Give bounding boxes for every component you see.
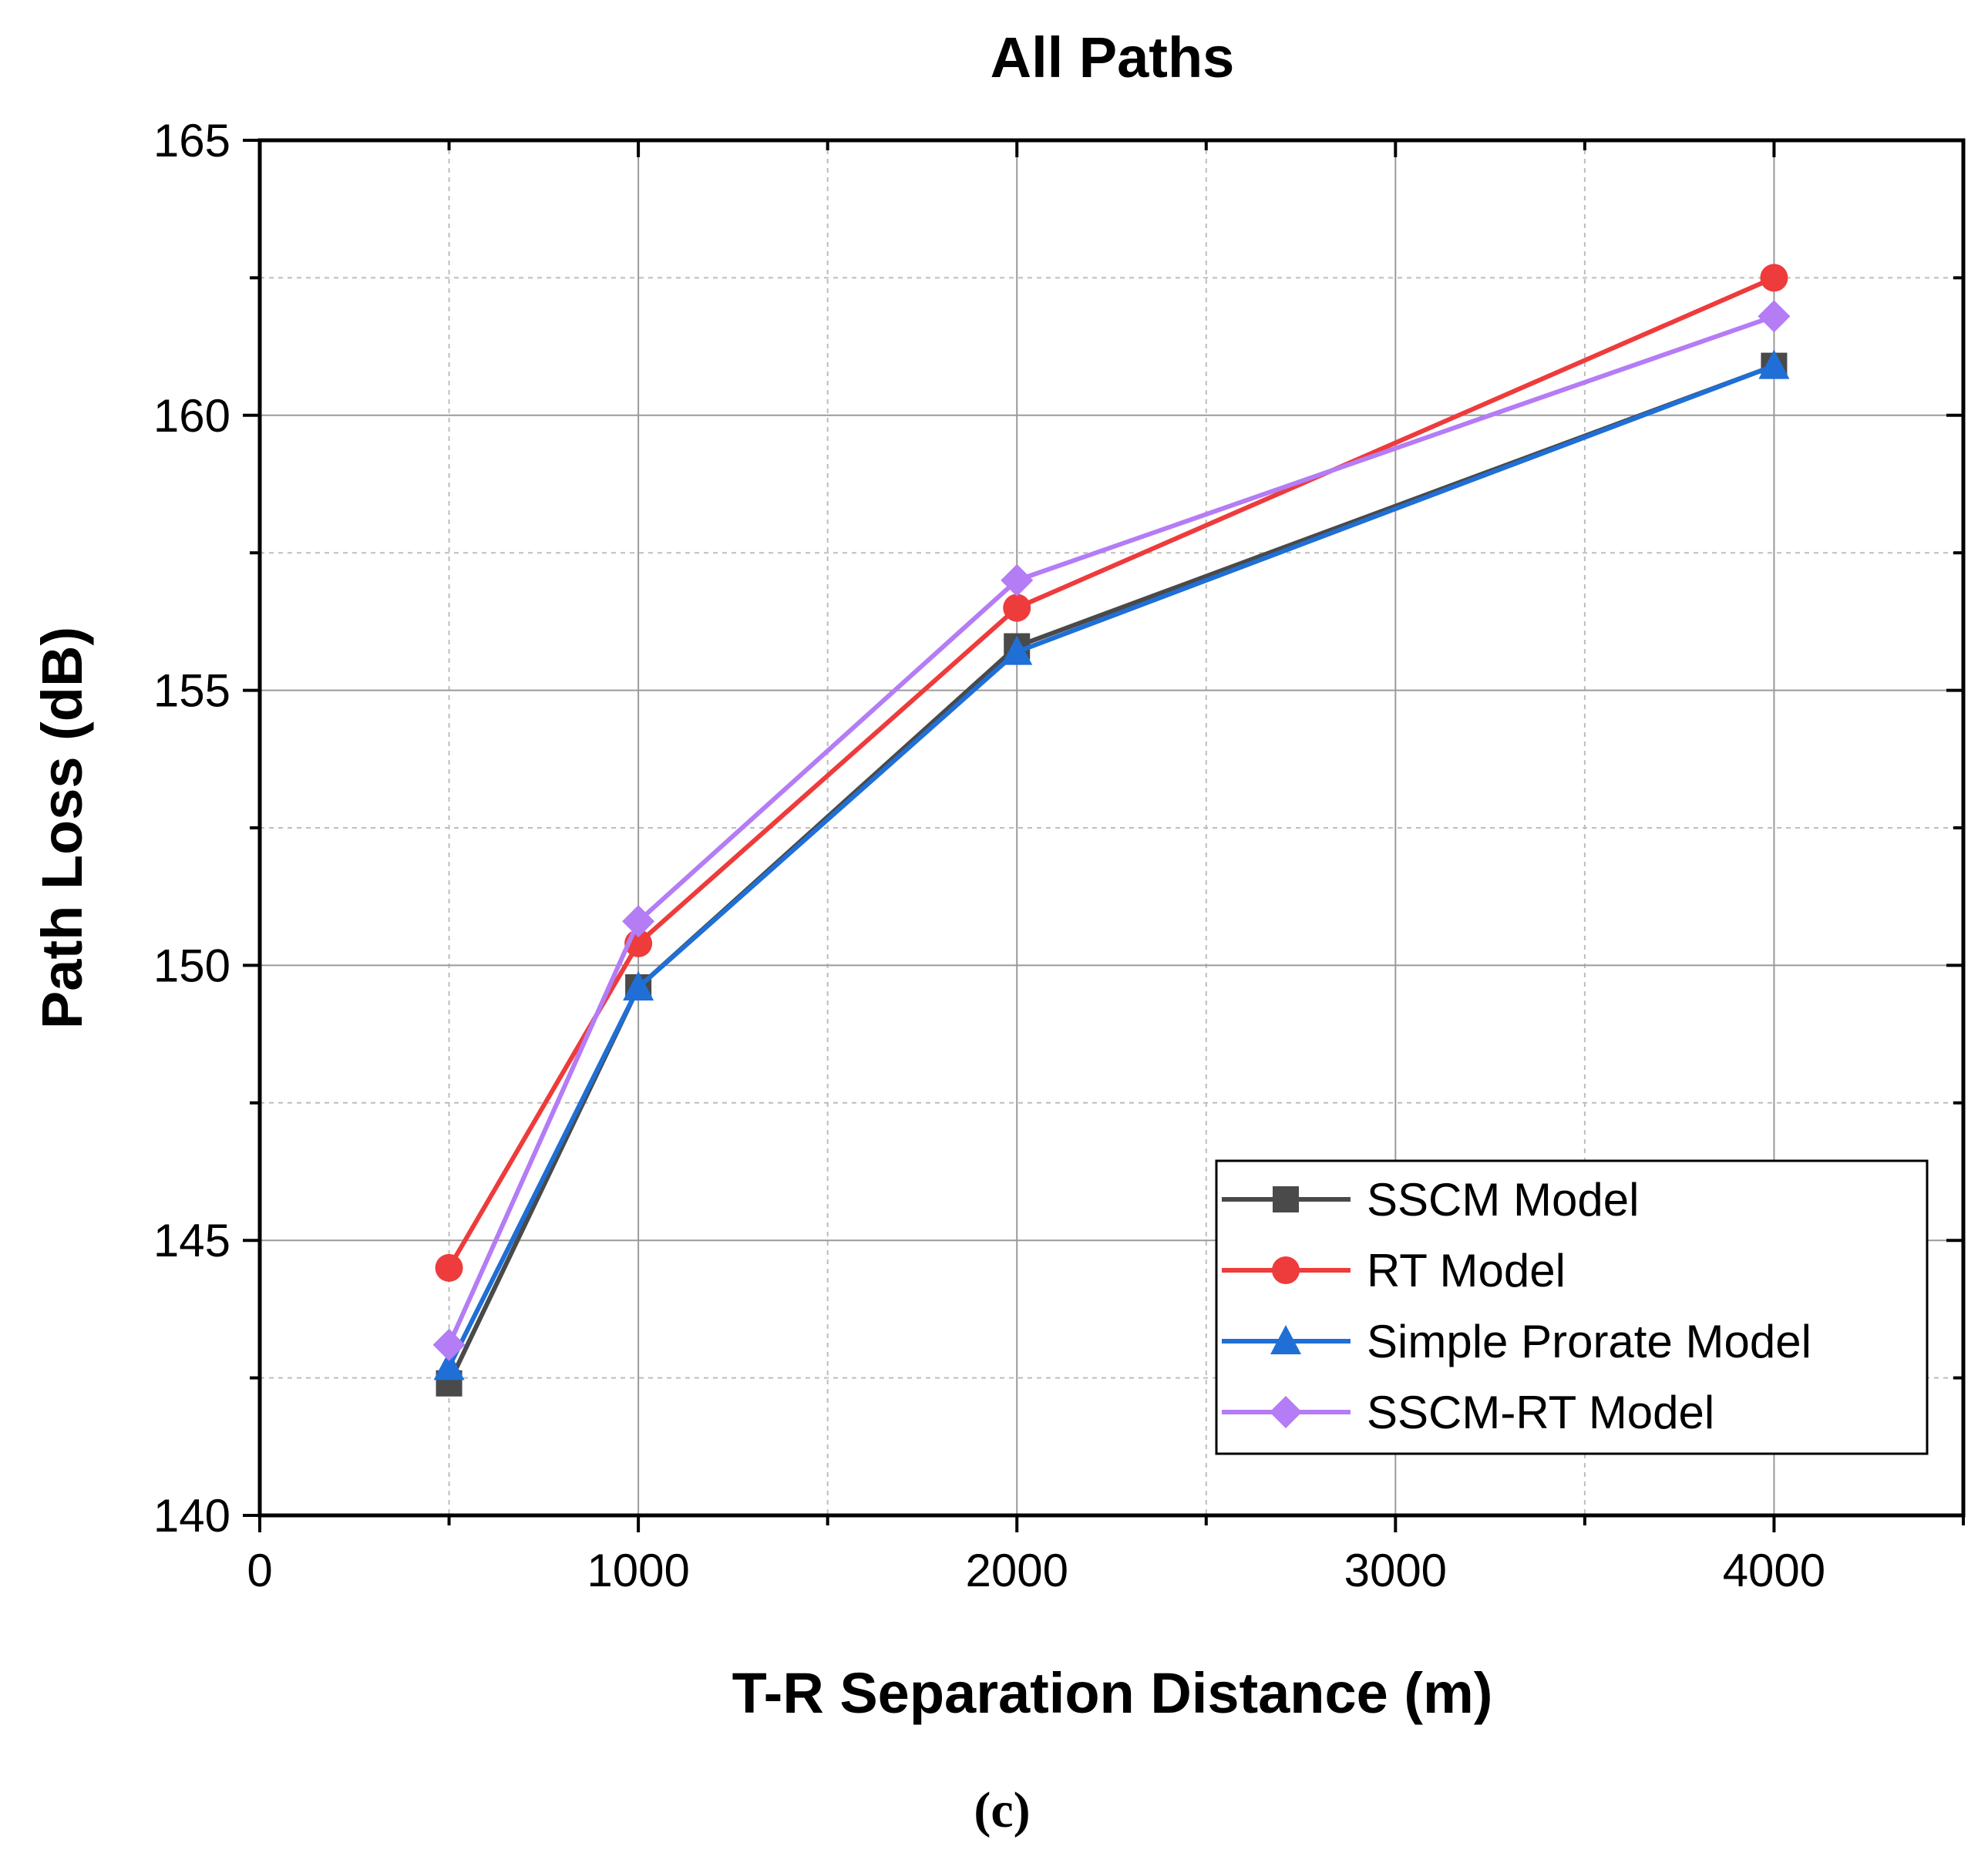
series-sscm-rt-model — [432, 300, 1791, 1361]
legend-entries: SSCM Model RT Model Simple Prorate Model SS… — [1222, 1174, 1811, 1438]
x-axis-label: T-R Separation Distance (m) — [732, 1661, 1493, 1725]
series-line — [446, 363, 1775, 1368]
data-point-diamond — [432, 1328, 466, 1361]
axis-ticks — [243, 139, 1965, 1532]
grid — [260, 140, 1963, 1515]
y-tick-label: 150 — [153, 940, 230, 991]
data-point-diamond — [1270, 1396, 1302, 1428]
y-tick-label: 145 — [153, 1215, 230, 1266]
x-tick-label: 3000 — [1344, 1545, 1447, 1596]
data-point-diamond — [1758, 300, 1791, 333]
series-simple-prorate-model — [433, 349, 1790, 1381]
legend-label: RT Model — [1367, 1245, 1566, 1296]
y-tick-labels: 140 145 150 155 160 165 — [153, 115, 230, 1542]
legend: SSCM Model RT Model Simple Prorate Model SS… — [1215, 1159, 1929, 1455]
data-point-triangle — [1001, 635, 1033, 665]
legend-label: SSCM-RT Model — [1367, 1387, 1714, 1438]
data-point-triangle — [1270, 1325, 1301, 1354]
x-tick-label: 0 — [247, 1545, 272, 1596]
legend-entry: SSCM-RT Model — [1222, 1387, 1714, 1438]
x-tick-label: 1000 — [587, 1545, 689, 1596]
y-axis-label: Path Loss (dB) — [30, 627, 94, 1029]
data-point-diamond — [622, 905, 655, 938]
legend-label: SSCM Model — [1367, 1174, 1639, 1226]
data-point-triangle — [433, 1350, 465, 1381]
series-line — [446, 275, 1775, 1270]
legend-entry: RT Model — [1222, 1245, 1566, 1296]
series-group — [432, 264, 1791, 1397]
y-tick-label: 140 — [153, 1490, 230, 1542]
y-tick-label: 160 — [153, 390, 230, 442]
chart-title: All Paths — [991, 25, 1235, 89]
data-point-triangle — [1758, 349, 1790, 379]
data-point-circle — [435, 1253, 463, 1282]
x-tick-label: 4000 — [1723, 1545, 1825, 1596]
y-tick-label: 155 — [153, 665, 230, 717]
x-tick-labels: 0 1000 2000 3000 4000 — [247, 1545, 1825, 1596]
legend-entry: SSCM Model — [1222, 1174, 1639, 1226]
data-point-circle — [1760, 264, 1788, 292]
series-line — [446, 314, 1775, 1347]
legend-entry: Simple Prorate Model — [1222, 1316, 1811, 1367]
figure-caption: (c) — [974, 1782, 1030, 1838]
data-point-triangle — [623, 970, 654, 1000]
data-point-square — [1273, 1186, 1299, 1212]
legend-label: Simple Prorate Model — [1367, 1316, 1811, 1367]
data-point-circle — [1003, 594, 1031, 622]
x-tick-label: 2000 — [965, 1545, 1068, 1596]
data-point-diamond — [1001, 563, 1034, 597]
y-tick-label: 165 — [153, 115, 230, 166]
legend-box — [1215, 1159, 1929, 1455]
data-point-circle — [1272, 1256, 1300, 1284]
